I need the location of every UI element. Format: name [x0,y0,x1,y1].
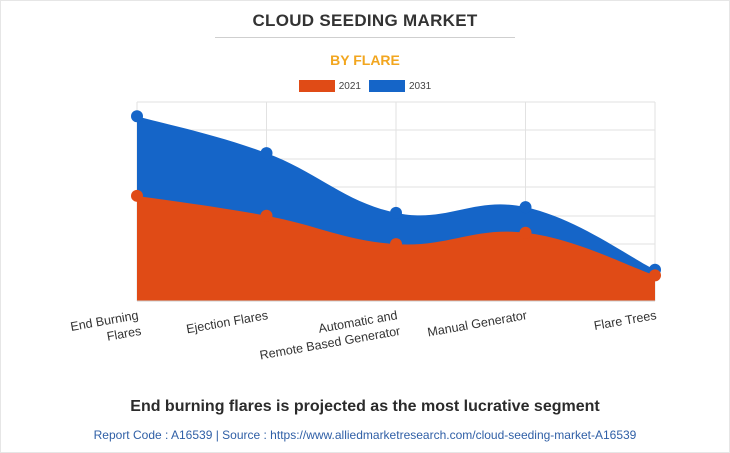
footer-headline: End burning flares is projected as the m… [130,398,600,415]
x-tick-label-4: Flare Trees [593,308,658,333]
legend-swatch-2031 [369,80,405,92]
legend-label-2021: 2021 [338,80,361,92]
chart-subtitle: BY FLARE [330,52,400,68]
data-point-2021-2 [390,238,402,251]
data-point-2021-0 [131,189,143,202]
chart-title: CLOUD SEEDING MARKET [252,11,478,30]
data-point-2021-1 [260,209,273,222]
legend-item-2031[interactable]: 2031 [369,80,431,92]
x-tick-label-0: End BurningFlares [69,308,142,349]
x-tick-label-3: Manual Generator [426,308,528,339]
x-tick-label-1: Ejection Flares [185,308,269,336]
data-point-2031-1 [260,147,273,160]
legend-swatch-2021 [298,80,335,92]
x-tick-label-2: Automatic andRemote Based Generator [256,308,402,362]
data-point-2031-3 [519,201,532,214]
legend-label-2031: 2031 [409,80,432,92]
report-source-link[interactable]: Report Code : A16539 | Source : https://… [93,428,637,442]
data-point-2031-2 [390,206,402,219]
data-point-2031-0 [131,110,143,123]
data-point-2021-3 [519,226,532,239]
legend-item-2021[interactable]: 2021 [298,80,361,92]
title-divider [215,37,515,38]
data-point-2021-4 [649,269,661,282]
chart-legend: 2021 2031 [0,80,730,92]
